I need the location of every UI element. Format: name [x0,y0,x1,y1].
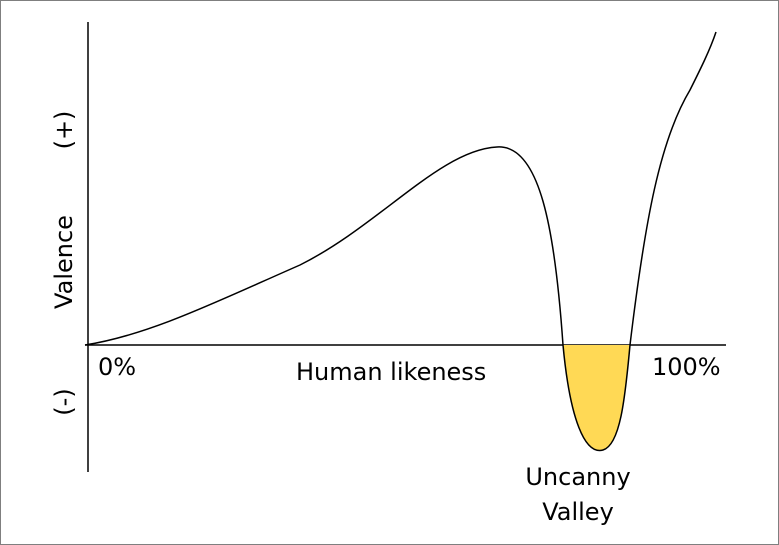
x-label: Human likeness [296,358,486,386]
y-positive: (+) [50,111,78,150]
annotation-line: Valley [542,498,614,526]
x-end: 100% [652,353,721,381]
x-start: 0% [98,353,136,381]
valley-fill [563,345,630,451]
annotation-line: Uncanny [525,463,630,491]
curve [84,31,717,452]
y-label: Valence [50,215,78,309]
y-negative: (-) [50,388,78,415]
